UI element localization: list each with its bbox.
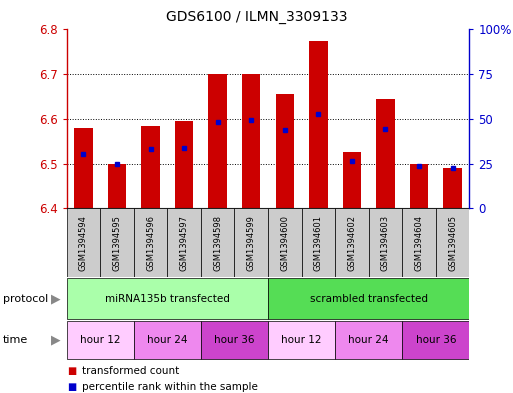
Bar	[67, 278, 268, 320]
Bar	[343, 152, 361, 208]
Text: ■: ■	[67, 382, 76, 392]
Text: ▶: ▶	[51, 333, 61, 347]
Text: hour 24: hour 24	[348, 335, 389, 345]
Bar	[376, 99, 394, 208]
Bar	[201, 208, 234, 277]
Text: scrambled transfected: scrambled transfected	[310, 294, 428, 304]
Bar	[134, 208, 167, 277]
Bar	[410, 163, 428, 208]
Bar	[335, 321, 402, 359]
Bar	[309, 40, 328, 208]
Text: GSM1394604: GSM1394604	[415, 215, 424, 271]
Bar	[402, 208, 436, 277]
Text: hour 12: hour 12	[80, 335, 121, 345]
Bar	[335, 208, 369, 277]
Text: hour 36: hour 36	[214, 335, 255, 345]
Text: miRNA135b transfected: miRNA135b transfected	[105, 294, 230, 304]
Text: GDS6100 / ILMN_3309133: GDS6100 / ILMN_3309133	[166, 10, 347, 24]
Bar	[242, 74, 261, 208]
Text: time: time	[3, 335, 28, 345]
Bar	[234, 208, 268, 277]
Bar	[268, 278, 469, 320]
Bar	[201, 321, 268, 359]
Text: hour 12: hour 12	[281, 335, 322, 345]
Bar	[108, 163, 126, 208]
Text: GSM1394600: GSM1394600	[280, 215, 289, 271]
Bar	[402, 321, 469, 359]
Text: GSM1394605: GSM1394605	[448, 215, 457, 271]
Bar	[167, 208, 201, 277]
Bar	[275, 94, 294, 208]
Bar	[175, 121, 193, 208]
Bar	[302, 208, 335, 277]
Text: transformed count: transformed count	[82, 366, 180, 376]
Text: GSM1394597: GSM1394597	[180, 215, 189, 271]
Bar	[74, 128, 93, 208]
Text: percentile rank within the sample: percentile rank within the sample	[82, 382, 258, 392]
Text: hour 24: hour 24	[147, 335, 188, 345]
Bar	[268, 208, 302, 277]
Bar	[142, 126, 160, 208]
Bar	[369, 208, 402, 277]
Text: hour 36: hour 36	[416, 335, 456, 345]
Bar	[134, 321, 201, 359]
Text: protocol: protocol	[3, 294, 48, 304]
Text: ■: ■	[67, 366, 76, 376]
Bar	[436, 208, 469, 277]
Text: ▶: ▶	[51, 292, 61, 305]
Bar	[67, 321, 134, 359]
Text: GSM1394602: GSM1394602	[347, 215, 357, 271]
Bar	[67, 208, 100, 277]
Text: GSM1394599: GSM1394599	[247, 215, 256, 271]
Bar	[443, 168, 462, 208]
Text: GSM1394598: GSM1394598	[213, 215, 222, 271]
Text: GSM1394596: GSM1394596	[146, 215, 155, 271]
Text: GSM1394601: GSM1394601	[314, 215, 323, 271]
Text: GSM1394595: GSM1394595	[112, 215, 122, 271]
Bar	[100, 208, 134, 277]
Text: GSM1394594: GSM1394594	[79, 215, 88, 271]
Bar	[268, 321, 335, 359]
Text: GSM1394603: GSM1394603	[381, 215, 390, 271]
Bar	[208, 74, 227, 208]
